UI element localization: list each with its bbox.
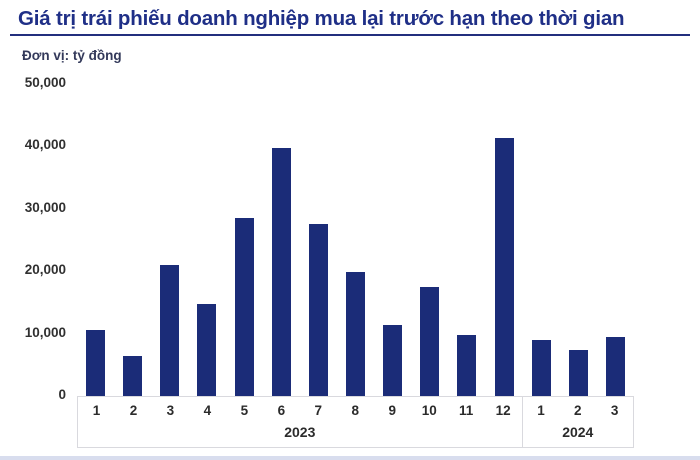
y-tick-label-0: 0 (58, 387, 66, 402)
month-label-2023-3: 3 (166, 402, 175, 418)
month-labels-row-2023: 1 2 3 4 5 6 7 8 9 10 11 12 (78, 397, 522, 423)
y-tick-label-10000: 10,000 (24, 324, 66, 340)
axis-group-2023: 1 2 3 4 5 6 7 8 9 10 11 12 2023 (77, 396, 523, 448)
month-label-2023-7: 7 (314, 402, 323, 418)
plot-area (77, 84, 634, 396)
month-label-2023-1: 1 (92, 402, 101, 418)
month-label-2024-2: 2 (574, 402, 582, 418)
month-label-2023-6: 6 (277, 402, 286, 418)
y-tick-label-40000: 40,000 (24, 137, 66, 153)
axis-group-2024: 1 2 3 2024 (522, 396, 634, 448)
bar-2023-10 (420, 287, 440, 396)
year-label-2023: 2023 (284, 424, 316, 440)
bar-2023-2 (123, 356, 143, 396)
bar-2023-11 (457, 335, 477, 396)
year-label-2024: 2024 (562, 424, 594, 440)
bar-2023-3 (160, 264, 180, 396)
bar-2023-12 (494, 138, 514, 396)
month-label-2023-8: 8 (351, 402, 360, 418)
bar-2023-5 (234, 217, 254, 396)
bar-2023-7 (308, 224, 328, 396)
month-label-2023-10: 10 (421, 402, 437, 418)
y-axis: 50,000 40,000 30,000 20,000 10,000 0 (0, 0, 66, 460)
month-label-2023-2: 2 (129, 402, 138, 418)
y-tick-label-30000: 30,000 (24, 199, 66, 215)
bottom-strip (0, 456, 700, 460)
y-tick-label-50000: 50,000 (24, 75, 66, 90)
bar-2023-8 (346, 272, 365, 396)
bar-2023-9 (383, 324, 403, 396)
bar-2023-4 (197, 303, 217, 396)
bar-2023-6 (271, 147, 291, 396)
month-labels-row-2024: 1 2 3 (523, 397, 633, 423)
month-label-2023-4: 4 (203, 402, 212, 418)
bar-2024-1 (531, 339, 551, 396)
month-label-2023-5: 5 (240, 402, 249, 418)
bar-2024-2 (568, 350, 588, 396)
y-tick-label-20000: 20,000 (24, 262, 66, 278)
month-label-2023-12: 12 (495, 402, 511, 418)
chart-title: Giá trị trái phiếu doanh nghiệp mua lại … (18, 7, 625, 30)
bar-2024-3 (605, 337, 625, 396)
month-label-2024-1: 1 (537, 402, 545, 418)
title-underline (10, 34, 690, 36)
month-label-2023-11: 11 (459, 402, 474, 418)
month-label-2023-9: 9 (388, 402, 396, 418)
x-axis-box: 1 2 3 4 5 6 7 8 9 10 11 12 2023 1 2 3 2024 (77, 396, 634, 450)
month-label-2024-3: 3 (610, 402, 619, 418)
bar-2023-1 (86, 330, 106, 396)
unit-label: Đơn vị: tỷ đồng (22, 48, 122, 63)
